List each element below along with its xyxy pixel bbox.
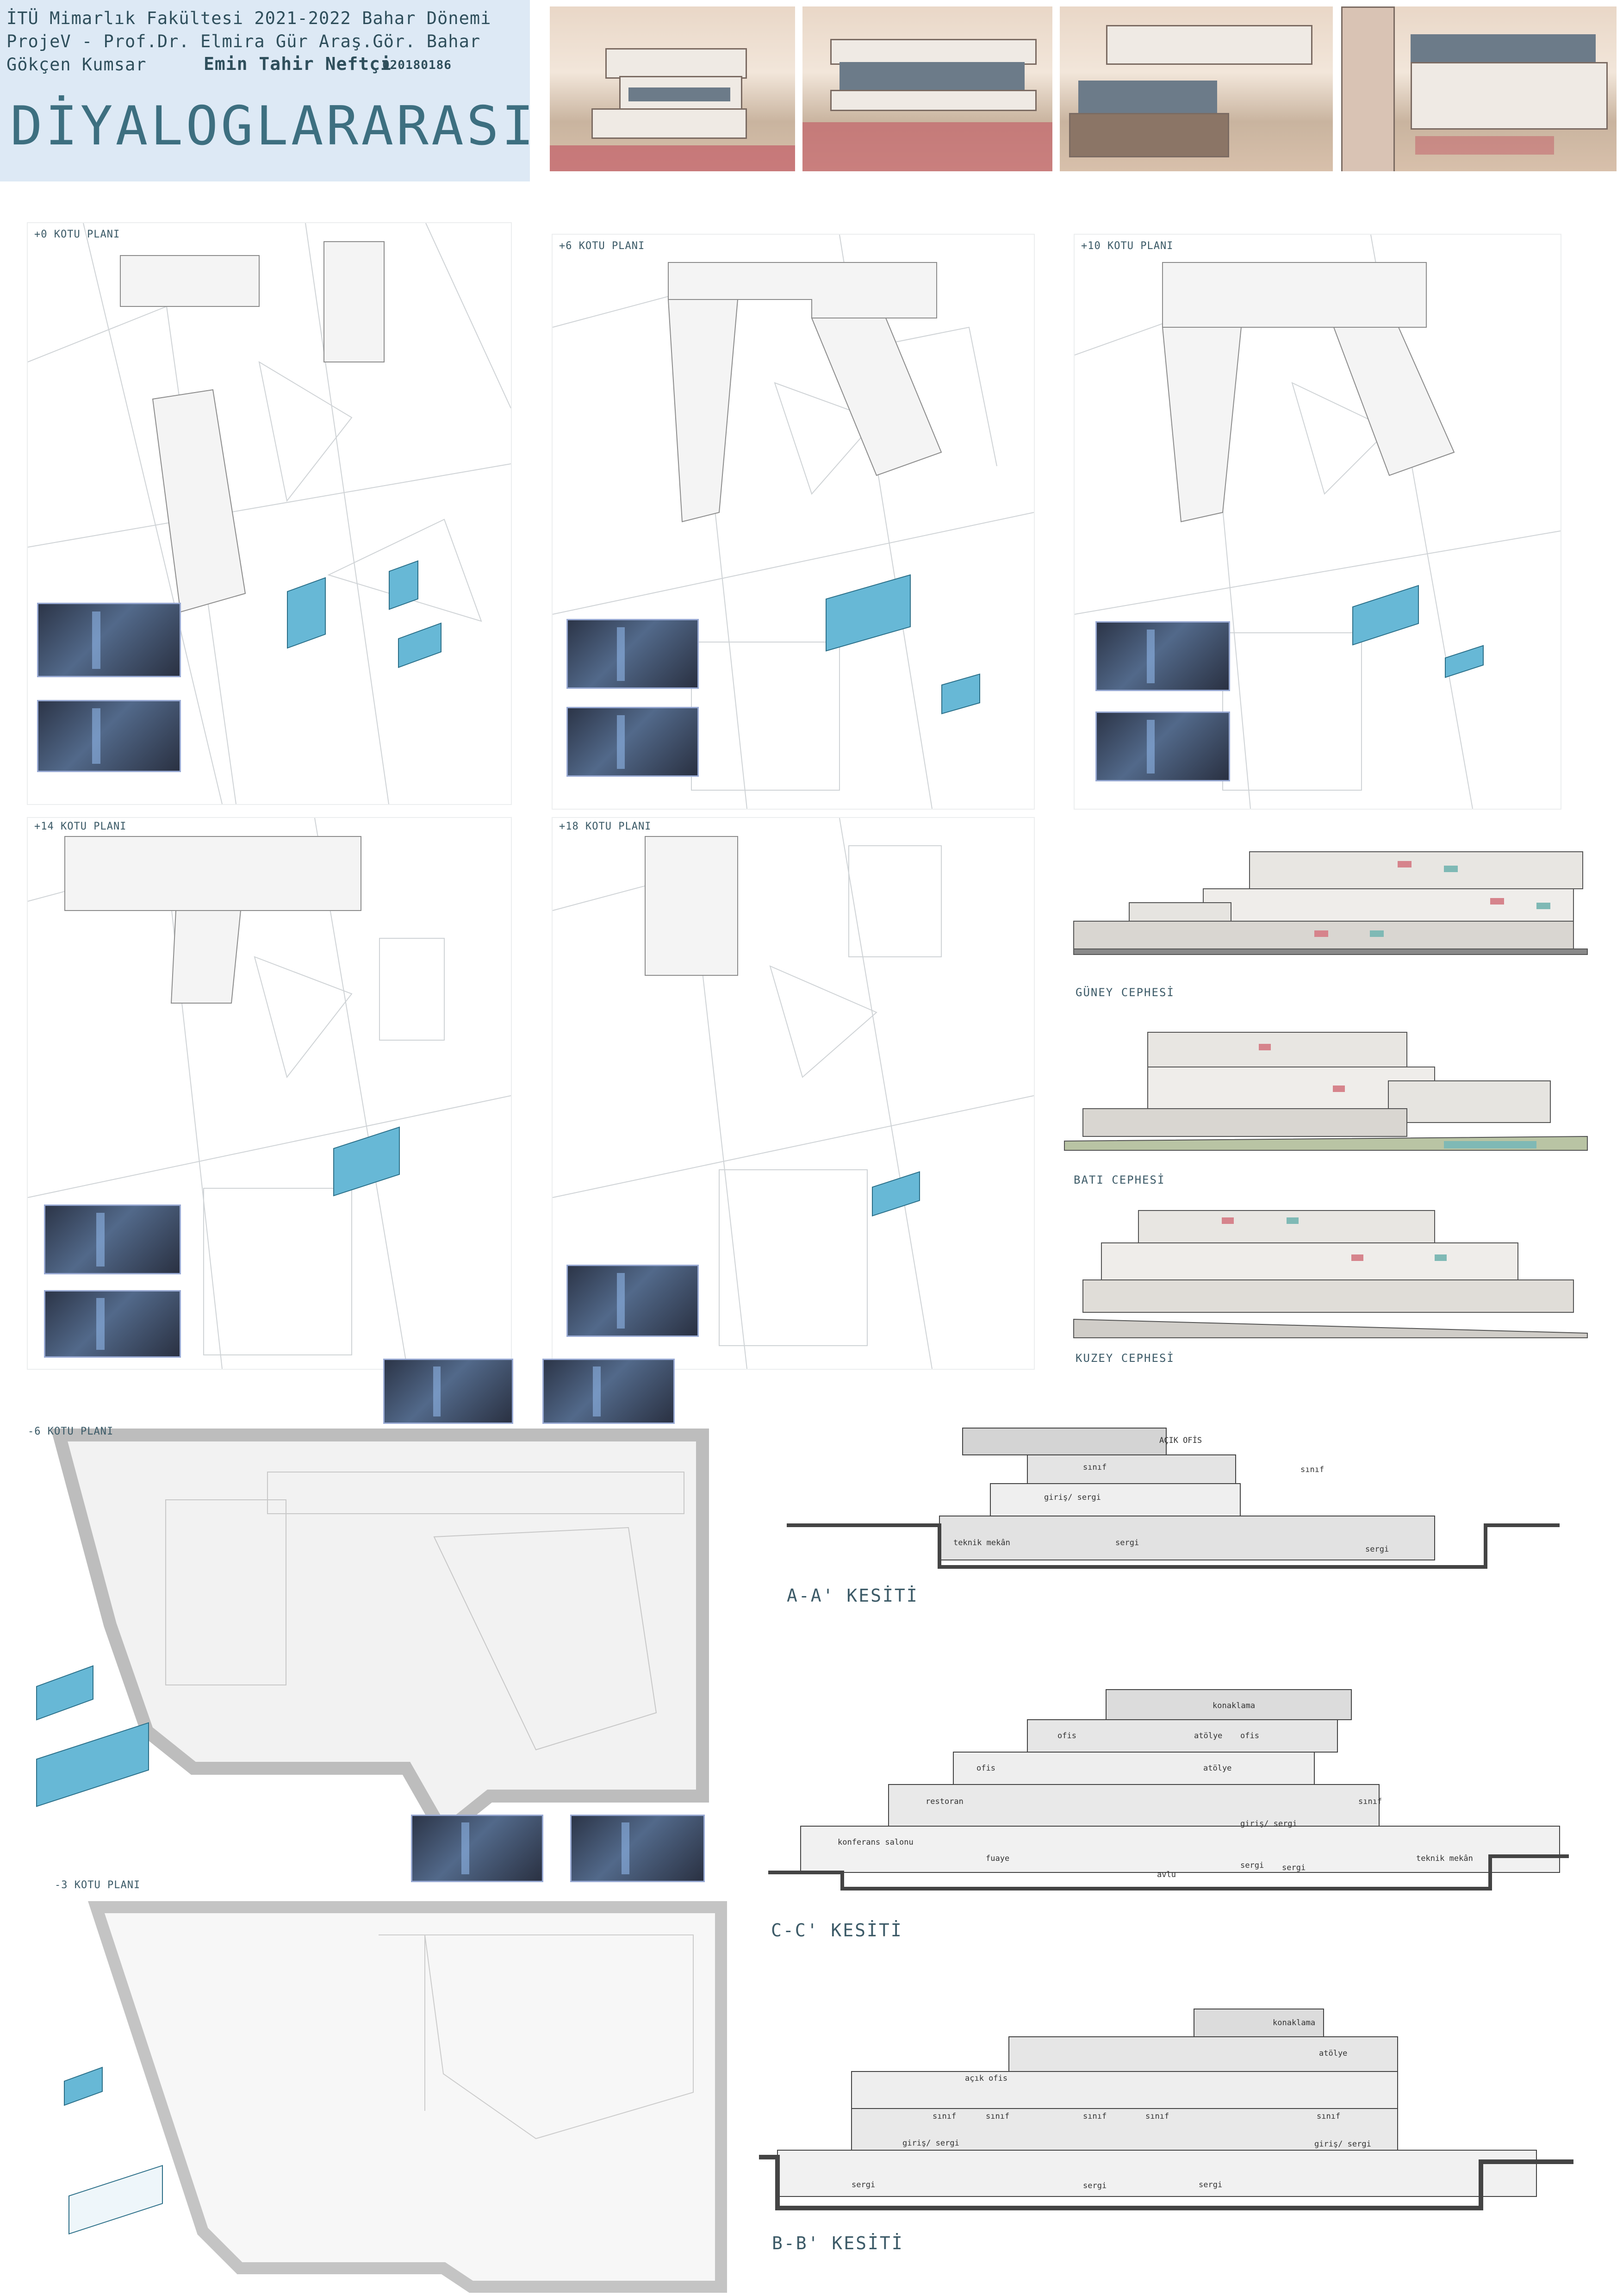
plan-drawing-p6: [553, 235, 1034, 809]
room-label: teknik mekân: [953, 1538, 1010, 1547]
interior-thumb: [411, 1815, 543, 1882]
room-label: ofis: [1057, 1731, 1076, 1741]
room-label: konferans salonu: [838, 1838, 914, 1847]
render-image-1: [550, 6, 795, 171]
render-image-2: [802, 6, 1052, 171]
plan-panel-p18: +18 KOTU PLANI: [552, 817, 1035, 1370]
room-label: sergi: [852, 2180, 876, 2190]
plan-drawing-p0: [28, 223, 511, 804]
room-label: sınıf: [1083, 1463, 1107, 1472]
plan-panel-p0: +0 KOTU PLANI: [27, 222, 512, 805]
room-label: sınıf: [933, 2112, 957, 2121]
section-cc: konaklama ofis atölye ofis atölye ofis r…: [768, 1685, 1569, 1944]
room-label: avlu: [1157, 1870, 1176, 1879]
room-label: sınıf: [1358, 1797, 1382, 1806]
plan-label-p14: +14 KOTU PLANI: [34, 821, 127, 832]
room-label: sınıf: [1300, 1465, 1325, 1474]
facade-label-guney: GÜNEY CEPHESİ: [1076, 986, 1175, 999]
facade-drawing-bati: [1064, 1032, 1588, 1151]
room-label: sergi: [1365, 1545, 1389, 1554]
section-label-bb: B-B' KESİTİ: [772, 2233, 904, 2253]
plan-label-m3: -3 KOTU PLANI: [55, 1879, 141, 1891]
render-image-3: [1060, 6, 1333, 171]
plan-label-m6: -6 KOTU PLANI: [28, 1426, 114, 1437]
room-label: atölye: [1194, 1731, 1223, 1741]
interior-thumb: [566, 707, 699, 777]
facade-drawing-kuzey: [1073, 1210, 1588, 1338]
room-label: restoran: [926, 1797, 964, 1806]
room-label: AÇIK OFİS: [1159, 1436, 1202, 1445]
room-label: ofis: [976, 1764, 995, 1773]
facade-bati: BATI CEPHESİ: [1064, 1030, 1588, 1186]
interior-thumb: [566, 1265, 699, 1337]
section-label-aa: A-A' KESİTİ: [787, 1585, 919, 1606]
room-label: atölye: [1203, 1764, 1232, 1773]
facade-drawing-guney: [1073, 851, 1588, 955]
plan-label-p18: +18 KOTU PLANI: [559, 821, 652, 832]
header-line-2: ProjeV - Prof.Dr. Elmira Gür Araş.Gör. B…: [6, 31, 481, 51]
room-label: sınıf: [986, 2112, 1010, 2121]
header-line-1: İTÜ Mimarlık Fakültesi 2021-2022 Bahar D…: [6, 8, 491, 28]
plan-drawing-p14: [28, 818, 511, 1369]
interior-thumb: [37, 603, 181, 677]
interior-thumb: [383, 1359, 513, 1424]
room-label: konaklama: [1273, 2018, 1316, 2028]
render-image-4: [1341, 6, 1617, 171]
plan-drawing-p10: [1075, 235, 1561, 809]
interior-thumb: [542, 1359, 675, 1424]
room-label: sınıf: [1317, 2112, 1341, 2121]
plan-panel-p10: +10 KOTU PLANI: [1074, 234, 1561, 810]
student-name: Emin Tahir Neftçi: [204, 54, 392, 74]
room-label: sergi: [1282, 1863, 1306, 1872]
project-title: DİYALOGLARARASI: [10, 95, 537, 157]
room-label: fuaye: [986, 1854, 1010, 1863]
interior-thumb: [37, 700, 181, 772]
room-label: giriş/ sergi: [1240, 1819, 1297, 1828]
plan-label-p6: +6 KOTU PLANI: [559, 240, 645, 252]
section-bb: konaklama atölye açık ofis sınıf sınıf s…: [759, 1990, 1573, 2268]
header-line-3: Gökçen Kumsar: [6, 55, 147, 75]
room-label: sınıf: [1083, 2112, 1107, 2121]
interior-thumb: [1095, 621, 1230, 691]
room-label: giriş/ sergi: [1044, 1493, 1101, 1502]
section-drawing-aa: [787, 1428, 1560, 1569]
interior-thumb: [44, 1204, 181, 1274]
room-label: giriş/ sergi: [902, 2139, 959, 2148]
room-label: teknik mekân: [1416, 1854, 1473, 1863]
plan-panel-p6: +6 KOTU PLANI: [552, 234, 1035, 810]
facade-label-kuzey: KUZEY CEPHESİ: [1076, 1352, 1175, 1365]
plan-drawing-p18: [553, 818, 1034, 1369]
interior-thumb: [570, 1815, 705, 1882]
room-label: konaklama: [1213, 1701, 1256, 1710]
room-label: sergi: [1240, 1861, 1264, 1870]
room-label: açık ofis: [965, 2074, 1008, 2083]
plan-drawing-m3: [88, 1901, 727, 2293]
room-label: giriş/ sergi: [1314, 2140, 1371, 2149]
room-label: sergi: [1199, 2180, 1223, 2190]
interior-thumb: [1095, 711, 1230, 781]
plan-drawing-m6: [50, 1429, 709, 1843]
interior-thumb: [566, 619, 699, 689]
plan-label-p10: +10 KOTU PLANI: [1081, 240, 1174, 252]
section-aa: AÇIK OFİS sınıf sınıf giriş/ sergi tekni…: [787, 1419, 1564, 1609]
room-label: sergi: [1083, 2181, 1107, 2190]
plan-panel-m6: -6 KOTU PLANI: [27, 1426, 709, 1843]
student-number: 020180186: [382, 58, 452, 72]
facade-label-bati: BATI CEPHESİ: [1074, 1173, 1165, 1186]
section-drawing-bb: [759, 2009, 1573, 2210]
section-label-cc: C-C' KESİTİ: [771, 1920, 903, 1940]
interior-thumb: [44, 1290, 181, 1358]
room-label: sergi: [1115, 1538, 1139, 1547]
room-label: atölye: [1319, 2049, 1348, 2058]
plan-label-p0: +0 KOTU PLANI: [34, 229, 120, 240]
header-panel: İTÜ Mimarlık Fakültesi 2021-2022 Bahar D…: [0, 0, 534, 181]
facade-guney: GÜNEY CEPHESİ: [1073, 847, 1588, 999]
section-drawing-cc: [768, 1689, 1569, 1890]
room-label: ofis: [1240, 1731, 1259, 1741]
plan-panel-m3: -3 KOTU PLANI: [27, 1879, 730, 2293]
room-label: sınıf: [1145, 2112, 1169, 2121]
facade-kuzey: KUZEY CEPHESİ: [1073, 1208, 1588, 1365]
plan-panel-p14: +14 KOTU PLANI: [27, 817, 512, 1370]
